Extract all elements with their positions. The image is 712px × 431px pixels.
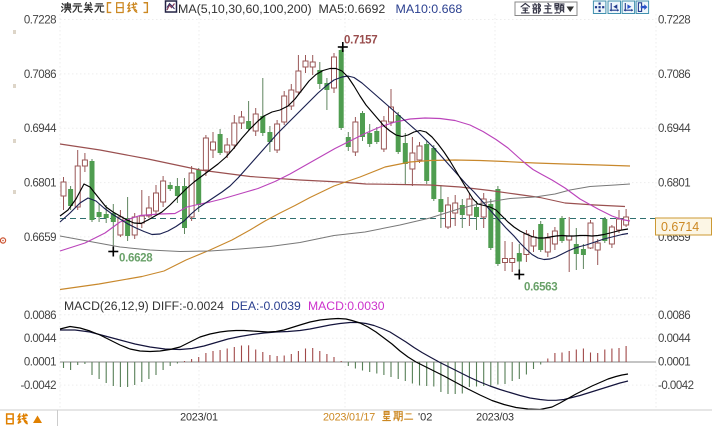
svg-text:2023/03: 2023/03 — [476, 412, 514, 424]
svg-text:0.0086: 0.0086 — [658, 310, 690, 322]
svg-text:MA(5,10,30,60,100,200): MA(5,10,30,60,100,200) — [178, 2, 312, 16]
svg-text:MA5:0.6692: MA5:0.6692 — [319, 2, 386, 16]
svg-text:0.6801: 0.6801 — [658, 178, 690, 190]
svg-text:0.0086: 0.0086 — [24, 310, 56, 322]
svg-text:0.6659: 0.6659 — [24, 232, 56, 244]
svg-text:-0.0042: -0.0042 — [658, 380, 694, 392]
svg-text:0.6563: 0.6563 — [524, 282, 557, 294]
svg-text:0.6714: 0.6714 — [661, 220, 699, 234]
svg-text:0.7086: 0.7086 — [658, 69, 690, 81]
svg-text:2023/01/17: 2023/01/17 — [323, 412, 375, 424]
svg-text:0.7228: 0.7228 — [24, 15, 56, 27]
svg-text:0.7157: 0.7157 — [344, 35, 377, 47]
svg-text:0.7086: 0.7086 — [24, 69, 56, 81]
svg-text:MA10:0.668: MA10:0.668 — [396, 2, 463, 16]
svg-text:'02: '02 — [418, 412, 432, 424]
svg-text:0.0001: 0.0001 — [24, 357, 56, 369]
svg-text:0.6801: 0.6801 — [24, 178, 56, 190]
svg-text:0.6944: 0.6944 — [24, 123, 57, 135]
svg-text:2023/01: 2023/01 — [180, 412, 218, 424]
svg-text:0.7228: 0.7228 — [658, 15, 690, 27]
svg-text:MACD(26,12,9) DIFF:-0.0024: MACD(26,12,9) DIFF:-0.0024 — [64, 299, 224, 313]
svg-text:0.0001: 0.0001 — [658, 357, 690, 369]
svg-text:0.0044: 0.0044 — [24, 333, 57, 345]
svg-text:MACD:0.0030: MACD:0.0030 — [308, 299, 385, 313]
svg-text:-0.0042: -0.0042 — [20, 380, 56, 392]
svg-text:0.6944: 0.6944 — [658, 123, 691, 135]
svg-text:0.0044: 0.0044 — [658, 333, 691, 345]
svg-text:0.6628: 0.6628 — [119, 253, 153, 265]
svg-text:DEA:-0.0039: DEA:-0.0039 — [231, 299, 301, 313]
